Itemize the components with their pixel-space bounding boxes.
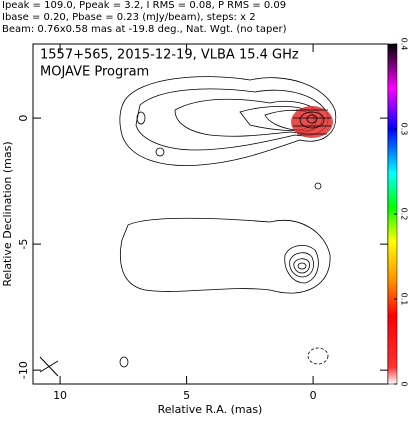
colorbar-tick-label: 0.2: [400, 208, 409, 221]
colorbar-tick-label: 0.3: [400, 123, 409, 136]
plot-subtitle: MOJAVE Program: [40, 65, 149, 80]
y-tick-label: -5: [17, 239, 30, 250]
x-tick-label: 5: [183, 389, 190, 402]
colorbar-tick-label: 0.4: [400, 38, 409, 51]
y-tick-label: -10: [17, 361, 30, 379]
header-line: Ipeak = 109.0, Ppeak = 3.2, I RMS = 0.08…: [2, 0, 286, 11]
colorbar-tick-label: 0.1: [400, 293, 409, 306]
x-axis-label: Relative R.A. (mas): [158, 403, 263, 416]
x-tick-label: 0: [310, 389, 317, 402]
core-polarization: [291, 106, 333, 138]
y-tick-label: 0: [17, 115, 30, 122]
colorbar-tick-label: 0: [400, 381, 409, 386]
plot-frame: [32, 43, 389, 385]
header-line: Ibase = 0.20, Pbase = 0.23 (mJy/beam), s…: [2, 12, 256, 23]
header-line: Beam: 0.76x0.58 mas at -19.8 deg., Nat. …: [2, 24, 287, 35]
x-tick-label: 10: [53, 389, 67, 402]
y-axis-label: Relative Declination (mas): [1, 141, 14, 286]
plot-title: 1557+565, 2015-12-19, VLBA 15.4 GHz: [40, 48, 299, 63]
